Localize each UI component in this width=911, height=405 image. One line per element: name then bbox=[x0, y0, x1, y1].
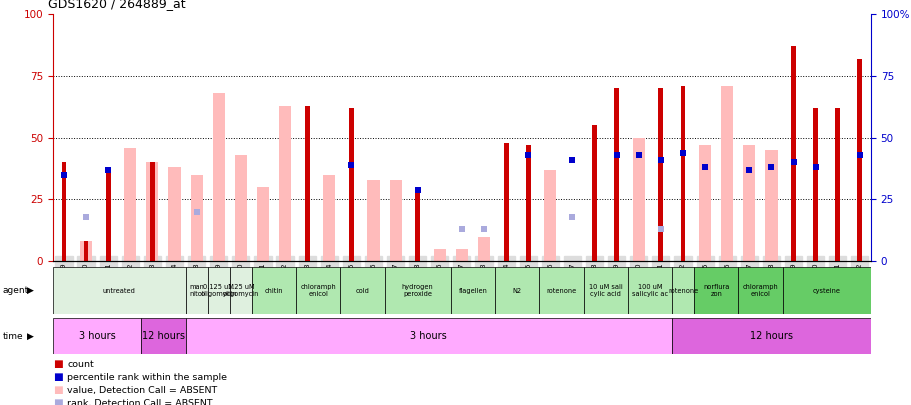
Bar bbox=[257, 187, 269, 261]
Text: cold: cold bbox=[355, 288, 369, 294]
Bar bbox=[212, 93, 224, 261]
Bar bbox=[141, 318, 185, 354]
Bar bbox=[384, 267, 450, 314]
Text: time: time bbox=[3, 332, 24, 341]
Bar bbox=[782, 267, 870, 314]
Text: hydrogen
peroxide: hydrogen peroxide bbox=[402, 284, 433, 297]
Text: N2: N2 bbox=[512, 288, 521, 294]
Bar bbox=[632, 138, 644, 261]
Text: 1.25 uM
oligomycin: 1.25 uM oligomycin bbox=[222, 284, 259, 297]
Text: ▶: ▶ bbox=[27, 332, 35, 341]
Bar bbox=[526, 145, 530, 261]
Bar bbox=[389, 180, 401, 261]
Bar bbox=[61, 162, 67, 261]
Bar bbox=[658, 88, 662, 261]
Bar bbox=[349, 108, 353, 261]
Text: 10 uM sali
cylic acid: 10 uM sali cylic acid bbox=[589, 284, 622, 297]
Bar bbox=[124, 147, 137, 261]
Text: 12 hours: 12 hours bbox=[142, 331, 185, 341]
Bar bbox=[671, 267, 693, 314]
Bar bbox=[340, 267, 384, 314]
Bar bbox=[456, 249, 467, 261]
Text: flagellen: flagellen bbox=[458, 288, 486, 294]
Bar bbox=[834, 108, 839, 261]
Bar bbox=[296, 267, 340, 314]
Text: ■: ■ bbox=[53, 360, 63, 369]
Bar bbox=[450, 267, 495, 314]
Bar bbox=[583, 267, 627, 314]
Bar bbox=[251, 267, 296, 314]
Text: chloramph
enicol: chloramph enicol bbox=[300, 284, 336, 297]
Bar bbox=[856, 59, 862, 261]
Bar bbox=[738, 267, 782, 314]
Text: value, Detection Call = ABSENT: value, Detection Call = ABSENT bbox=[67, 386, 218, 395]
Bar bbox=[627, 267, 671, 314]
Text: ■: ■ bbox=[53, 373, 63, 382]
Bar bbox=[538, 267, 583, 314]
Bar bbox=[169, 167, 180, 261]
Text: count: count bbox=[67, 360, 94, 369]
Bar bbox=[146, 162, 159, 261]
Bar bbox=[279, 106, 291, 261]
Bar bbox=[699, 145, 711, 261]
Bar bbox=[230, 267, 251, 314]
Text: 0.125 uM
oligomycin: 0.125 uM oligomycin bbox=[200, 284, 237, 297]
Bar bbox=[477, 237, 489, 261]
Text: ▶: ▶ bbox=[27, 286, 35, 295]
Bar bbox=[813, 108, 817, 261]
Text: chloramph
enicol: chloramph enicol bbox=[742, 284, 777, 297]
Text: norflura
zon: norflura zon bbox=[702, 284, 729, 297]
Bar bbox=[185, 267, 208, 314]
Bar bbox=[53, 318, 141, 354]
Bar bbox=[415, 192, 420, 261]
Bar bbox=[721, 86, 732, 261]
Text: GDS1620 / 264889_at: GDS1620 / 264889_at bbox=[48, 0, 186, 10]
Bar bbox=[434, 249, 445, 261]
Text: 100 uM
salicylic ac: 100 uM salicylic ac bbox=[631, 284, 667, 297]
Text: percentile rank within the sample: percentile rank within the sample bbox=[67, 373, 227, 382]
Bar bbox=[149, 162, 155, 261]
Text: 3 hours: 3 hours bbox=[78, 331, 116, 341]
Bar bbox=[190, 175, 202, 261]
Bar bbox=[80, 241, 92, 261]
Text: untreated: untreated bbox=[103, 288, 136, 294]
Bar bbox=[614, 88, 619, 261]
Bar bbox=[671, 318, 870, 354]
Text: 3 hours: 3 hours bbox=[410, 331, 446, 341]
Bar bbox=[185, 318, 671, 354]
Bar bbox=[106, 167, 110, 261]
Bar bbox=[591, 125, 597, 261]
Bar bbox=[53, 267, 185, 314]
Bar bbox=[680, 86, 685, 261]
Text: ■: ■ bbox=[53, 399, 63, 405]
Bar bbox=[322, 175, 335, 261]
Bar bbox=[742, 145, 754, 261]
Bar bbox=[503, 143, 508, 261]
Text: rotenone: rotenone bbox=[667, 288, 698, 294]
Bar bbox=[693, 267, 738, 314]
Text: 12 hours: 12 hours bbox=[749, 331, 792, 341]
Text: chitin: chitin bbox=[264, 288, 283, 294]
Bar bbox=[304, 106, 309, 261]
Text: agent: agent bbox=[3, 286, 29, 295]
Text: cysteine: cysteine bbox=[812, 288, 840, 294]
Bar bbox=[544, 170, 556, 261]
Bar bbox=[234, 155, 247, 261]
Text: rotenone: rotenone bbox=[546, 288, 576, 294]
Bar bbox=[84, 241, 88, 261]
Bar bbox=[208, 267, 230, 314]
Bar bbox=[495, 267, 538, 314]
Bar bbox=[764, 150, 777, 261]
Text: rank, Detection Call = ABSENT: rank, Detection Call = ABSENT bbox=[67, 399, 213, 405]
Bar bbox=[790, 46, 795, 261]
Text: ■: ■ bbox=[53, 386, 63, 395]
Bar bbox=[367, 180, 379, 261]
Text: man
nitol: man nitol bbox=[189, 284, 204, 297]
